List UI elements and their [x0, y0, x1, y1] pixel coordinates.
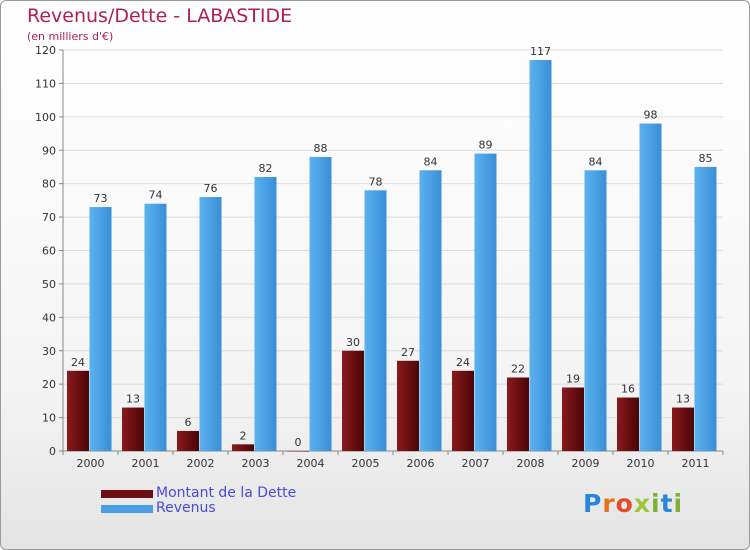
- data-label-revenus-2002: 76: [204, 182, 218, 195]
- data-label-dette-2002: 6: [185, 416, 192, 429]
- bar-dette-2010: [617, 397, 639, 451]
- bar-revenus-2009: [584, 170, 607, 452]
- bar-revenus-2010: [639, 123, 662, 452]
- data-label-revenus-2007: 89: [479, 139, 493, 152]
- x-tick-label: 2005: [352, 457, 380, 470]
- bar-revenus-2000: [89, 207, 112, 451]
- data-label-revenus-2008: 117: [530, 45, 551, 58]
- legend-label-dette: Montant de la Dette: [156, 485, 297, 501]
- bar-dette-2007: [452, 370, 474, 451]
- bar-revenus-2003: [254, 176, 277, 451]
- data-label-revenus-2011: 85: [699, 152, 713, 165]
- data-label-revenus-2000: 73: [94, 192, 108, 205]
- y-tick-label: 120: [35, 44, 56, 57]
- x-tick-label: 2009: [572, 457, 600, 470]
- data-label-dette-2000: 24: [71, 356, 85, 369]
- y-tick-label: 40: [42, 311, 56, 324]
- data-label-dette-2010: 16: [621, 383, 635, 396]
- bar-revenus-2002: [199, 197, 222, 451]
- chart-subtitle: (en milliers d'€): [27, 30, 114, 43]
- y-tick-label: 110: [35, 77, 56, 90]
- data-label-dette-2009: 19: [566, 373, 580, 386]
- bar-dette-2003: [232, 444, 254, 451]
- bar-dette-2008: [507, 377, 529, 451]
- y-tick-label: 30: [42, 345, 56, 358]
- y-tick-label: 80: [42, 178, 56, 191]
- x-axis-ticks: 2000 2001 2002 2003 2004 2005 2006 2007 2008 2009…: [62, 451, 724, 470]
- data-label-revenus-2005: 78: [369, 175, 383, 188]
- data-label-dette-2001: 13: [126, 393, 140, 406]
- y-tick-label: 90: [42, 144, 56, 157]
- bar-dette-2000: [67, 370, 89, 451]
- y-tick-label: 50: [42, 278, 56, 291]
- data-label-dette-2011: 13: [676, 393, 690, 406]
- bar-revenus-2008: [529, 60, 552, 452]
- bar-revenus-2005: [364, 190, 387, 451]
- x-tick-label: 2001: [132, 457, 160, 470]
- bar-dette-2005: [342, 350, 364, 451]
- data-label-dette-2008: 22: [511, 362, 525, 375]
- data-label-revenus-2010: 98: [644, 109, 658, 122]
- data-labels: 24 73 13 74 6 76 2 82 0 88 30 78 27 84 24 89 22 117 19 84 16…: [71, 45, 713, 449]
- x-tick-label: 2007: [462, 457, 490, 470]
- bar-dette-2001: [122, 407, 144, 451]
- y-tick-label: 10: [42, 412, 56, 425]
- legend-swatch-dette: [101, 490, 153, 498]
- bar-dette-2004: [287, 451, 309, 452]
- data-label-dette-2005: 30: [346, 336, 360, 349]
- x-tick-label: 2003: [242, 457, 270, 470]
- bar-dette-2009: [562, 387, 584, 451]
- bar-revenus-2011: [694, 166, 717, 452]
- x-tick-label: 2011: [682, 457, 710, 470]
- bar-revenus-2004: [309, 156, 332, 451]
- x-tick-label: 2010: [627, 457, 655, 470]
- data-label-revenus-2001: 74: [149, 189, 163, 202]
- x-tick-label: 2008: [517, 457, 545, 470]
- chart-title: Revenus/Dette - LABASTIDE: [27, 5, 293, 27]
- y-tick-label: 0: [49, 445, 56, 458]
- x-tick-label: 2004: [297, 457, 325, 470]
- bar-dette-2006: [397, 360, 419, 451]
- y-tick-label: 20: [42, 378, 56, 391]
- bar-revenus-2006: [419, 170, 442, 452]
- bar-revenus-2007: [474, 153, 497, 451]
- data-label-revenus-2003: 82: [259, 162, 273, 175]
- bar-dette-2011: [672, 407, 694, 451]
- data-label-dette-2003: 2: [240, 429, 247, 442]
- bar-revenus-2001: [144, 203, 167, 451]
- bars: [67, 60, 717, 452]
- data-label-revenus-2009: 84: [589, 155, 603, 168]
- data-label-dette-2004: 0: [295, 436, 302, 449]
- y-tick-label: 100: [35, 111, 56, 124]
- proxiti-logo: Proxiti: [583, 489, 684, 518]
- legend-swatch-revenus: [101, 505, 153, 513]
- y-tick-label: 70: [42, 211, 56, 224]
- y-tick-label: 60: [42, 245, 56, 258]
- legend-label-revenus: Revenus: [156, 500, 216, 516]
- bar-dette-2002: [177, 430, 199, 451]
- x-tick-label: 2006: [407, 457, 435, 470]
- data-label-revenus-2006: 84: [424, 155, 438, 168]
- data-label-revenus-2004: 88: [314, 142, 328, 155]
- data-label-dette-2007: 24: [456, 356, 470, 369]
- grid-lines: [63, 49, 723, 452]
- x-tick-label: 2002: [187, 457, 215, 470]
- data-label-dette-2006: 27: [401, 346, 415, 359]
- x-tick-label: 2000: [77, 457, 105, 470]
